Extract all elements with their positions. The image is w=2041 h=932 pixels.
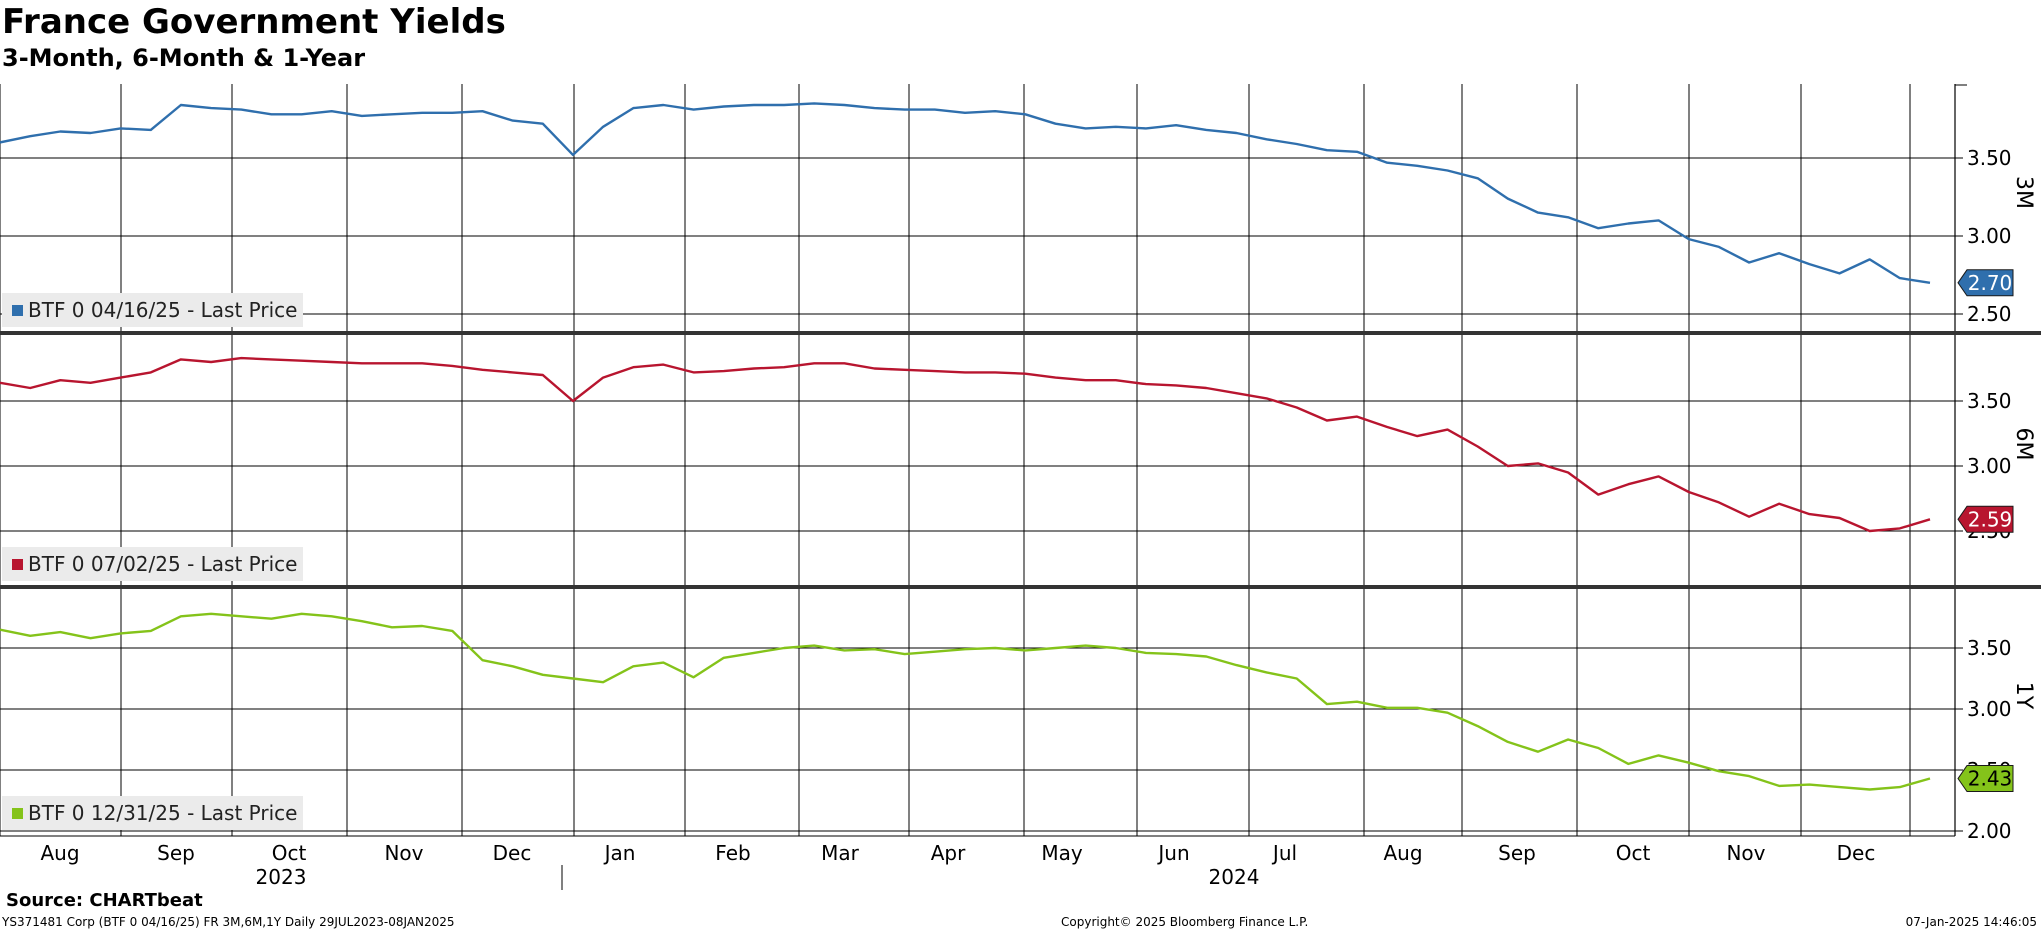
- x-tick-label: Aug: [1383, 841, 1422, 865]
- x-tick-label: Oct: [272, 841, 307, 865]
- last-value-label: 2.43: [1968, 767, 2013, 791]
- legend-box: [2, 796, 303, 830]
- x-tick-label: Jul: [1271, 841, 1297, 865]
- legend-swatch: [12, 559, 23, 570]
- legend-box: [2, 547, 303, 581]
- x-tick-label: Sep: [1498, 841, 1536, 865]
- y-tick-label: 2.00: [1967, 819, 2012, 843]
- last-value-tag: [1957, 765, 2014, 793]
- x-tick-label: Oct: [1616, 841, 1651, 865]
- last-value-tag: [1957, 269, 2014, 297]
- source-note: Source: CHARTbeat: [6, 890, 203, 911]
- legend-box: [2, 293, 303, 327]
- legend-label: BTF 0 12/31/25 - Last Price: [28, 801, 297, 825]
- x-tick-label: Nov: [1726, 841, 1765, 865]
- last-value-tag: [1957, 505, 2014, 533]
- legend-swatch: [12, 808, 23, 819]
- x-tick-label: May: [1041, 841, 1083, 865]
- chart-subtitle: 3-Month, 6-Month & 1-Year: [2, 44, 366, 72]
- x-tick-label: Jan: [603, 841, 636, 865]
- legend-swatch: [12, 305, 23, 316]
- x-tick-label: Sep: [157, 841, 195, 865]
- x-tick-label: Aug: [40, 841, 79, 865]
- panel-label: 6M: [2011, 428, 2036, 461]
- year-label: 2024: [1209, 865, 1260, 889]
- x-tick-label: Jun: [1156, 841, 1189, 865]
- grid-layer: [0, 84, 1955, 836]
- x-tick-label: Apr: [931, 841, 966, 865]
- timestamp: 07-Jan-2025 14:46:05: [1905, 915, 2037, 929]
- panel-label: 3M: [2011, 176, 2036, 209]
- chart-title: France Government Yields: [2, 2, 506, 42]
- y-tick-label: 3.00: [1967, 224, 2012, 248]
- x-tick-label: Dec: [493, 841, 532, 865]
- series-line-6M: [0, 356, 1931, 533]
- axis-layer: 2.503.003.502.703M2.503.003.502.596M2.00…: [0, 84, 2041, 890]
- last-value-label: 2.70: [1968, 271, 2013, 295]
- ticker-line: YS371481 Corp (BTF 0 04/16/25) FR 3M,6M,…: [2, 915, 455, 929]
- y-tick-label: 3.50: [1967, 146, 2012, 170]
- x-tick-label: Mar: [821, 841, 860, 865]
- y-tick-label: 3.50: [1967, 389, 2012, 413]
- legend-label: BTF 0 04/16/25 - Last Price: [28, 298, 297, 322]
- y-tick-label: 2.50: [1967, 302, 2012, 326]
- last-value-label: 2.59: [1968, 507, 2013, 531]
- x-tick-label: Nov: [384, 841, 423, 865]
- y-tick-label: 3.00: [1967, 454, 2012, 478]
- y-tick-label: 3.00: [1967, 697, 2012, 721]
- copyright-note: Copyright© 2025 Bloomberg Finance L.P.: [1061, 915, 1309, 929]
- legend-label: BTF 0 07/02/25 - Last Price: [28, 552, 297, 576]
- y-tick-label: 3.50: [1967, 636, 2012, 660]
- series-line-1Y: [0, 612, 1931, 791]
- series-line-3M: [0, 102, 1931, 284]
- x-tick-label: Dec: [1837, 841, 1876, 865]
- x-tick-label: Feb: [715, 841, 750, 865]
- series-layer: BTF 0 04/16/25 - Last Price BTF 0 07/02/2…: [0, 102, 1931, 830]
- panel-label: 1Y: [2011, 682, 2036, 710]
- year-label: 2023: [256, 865, 307, 889]
